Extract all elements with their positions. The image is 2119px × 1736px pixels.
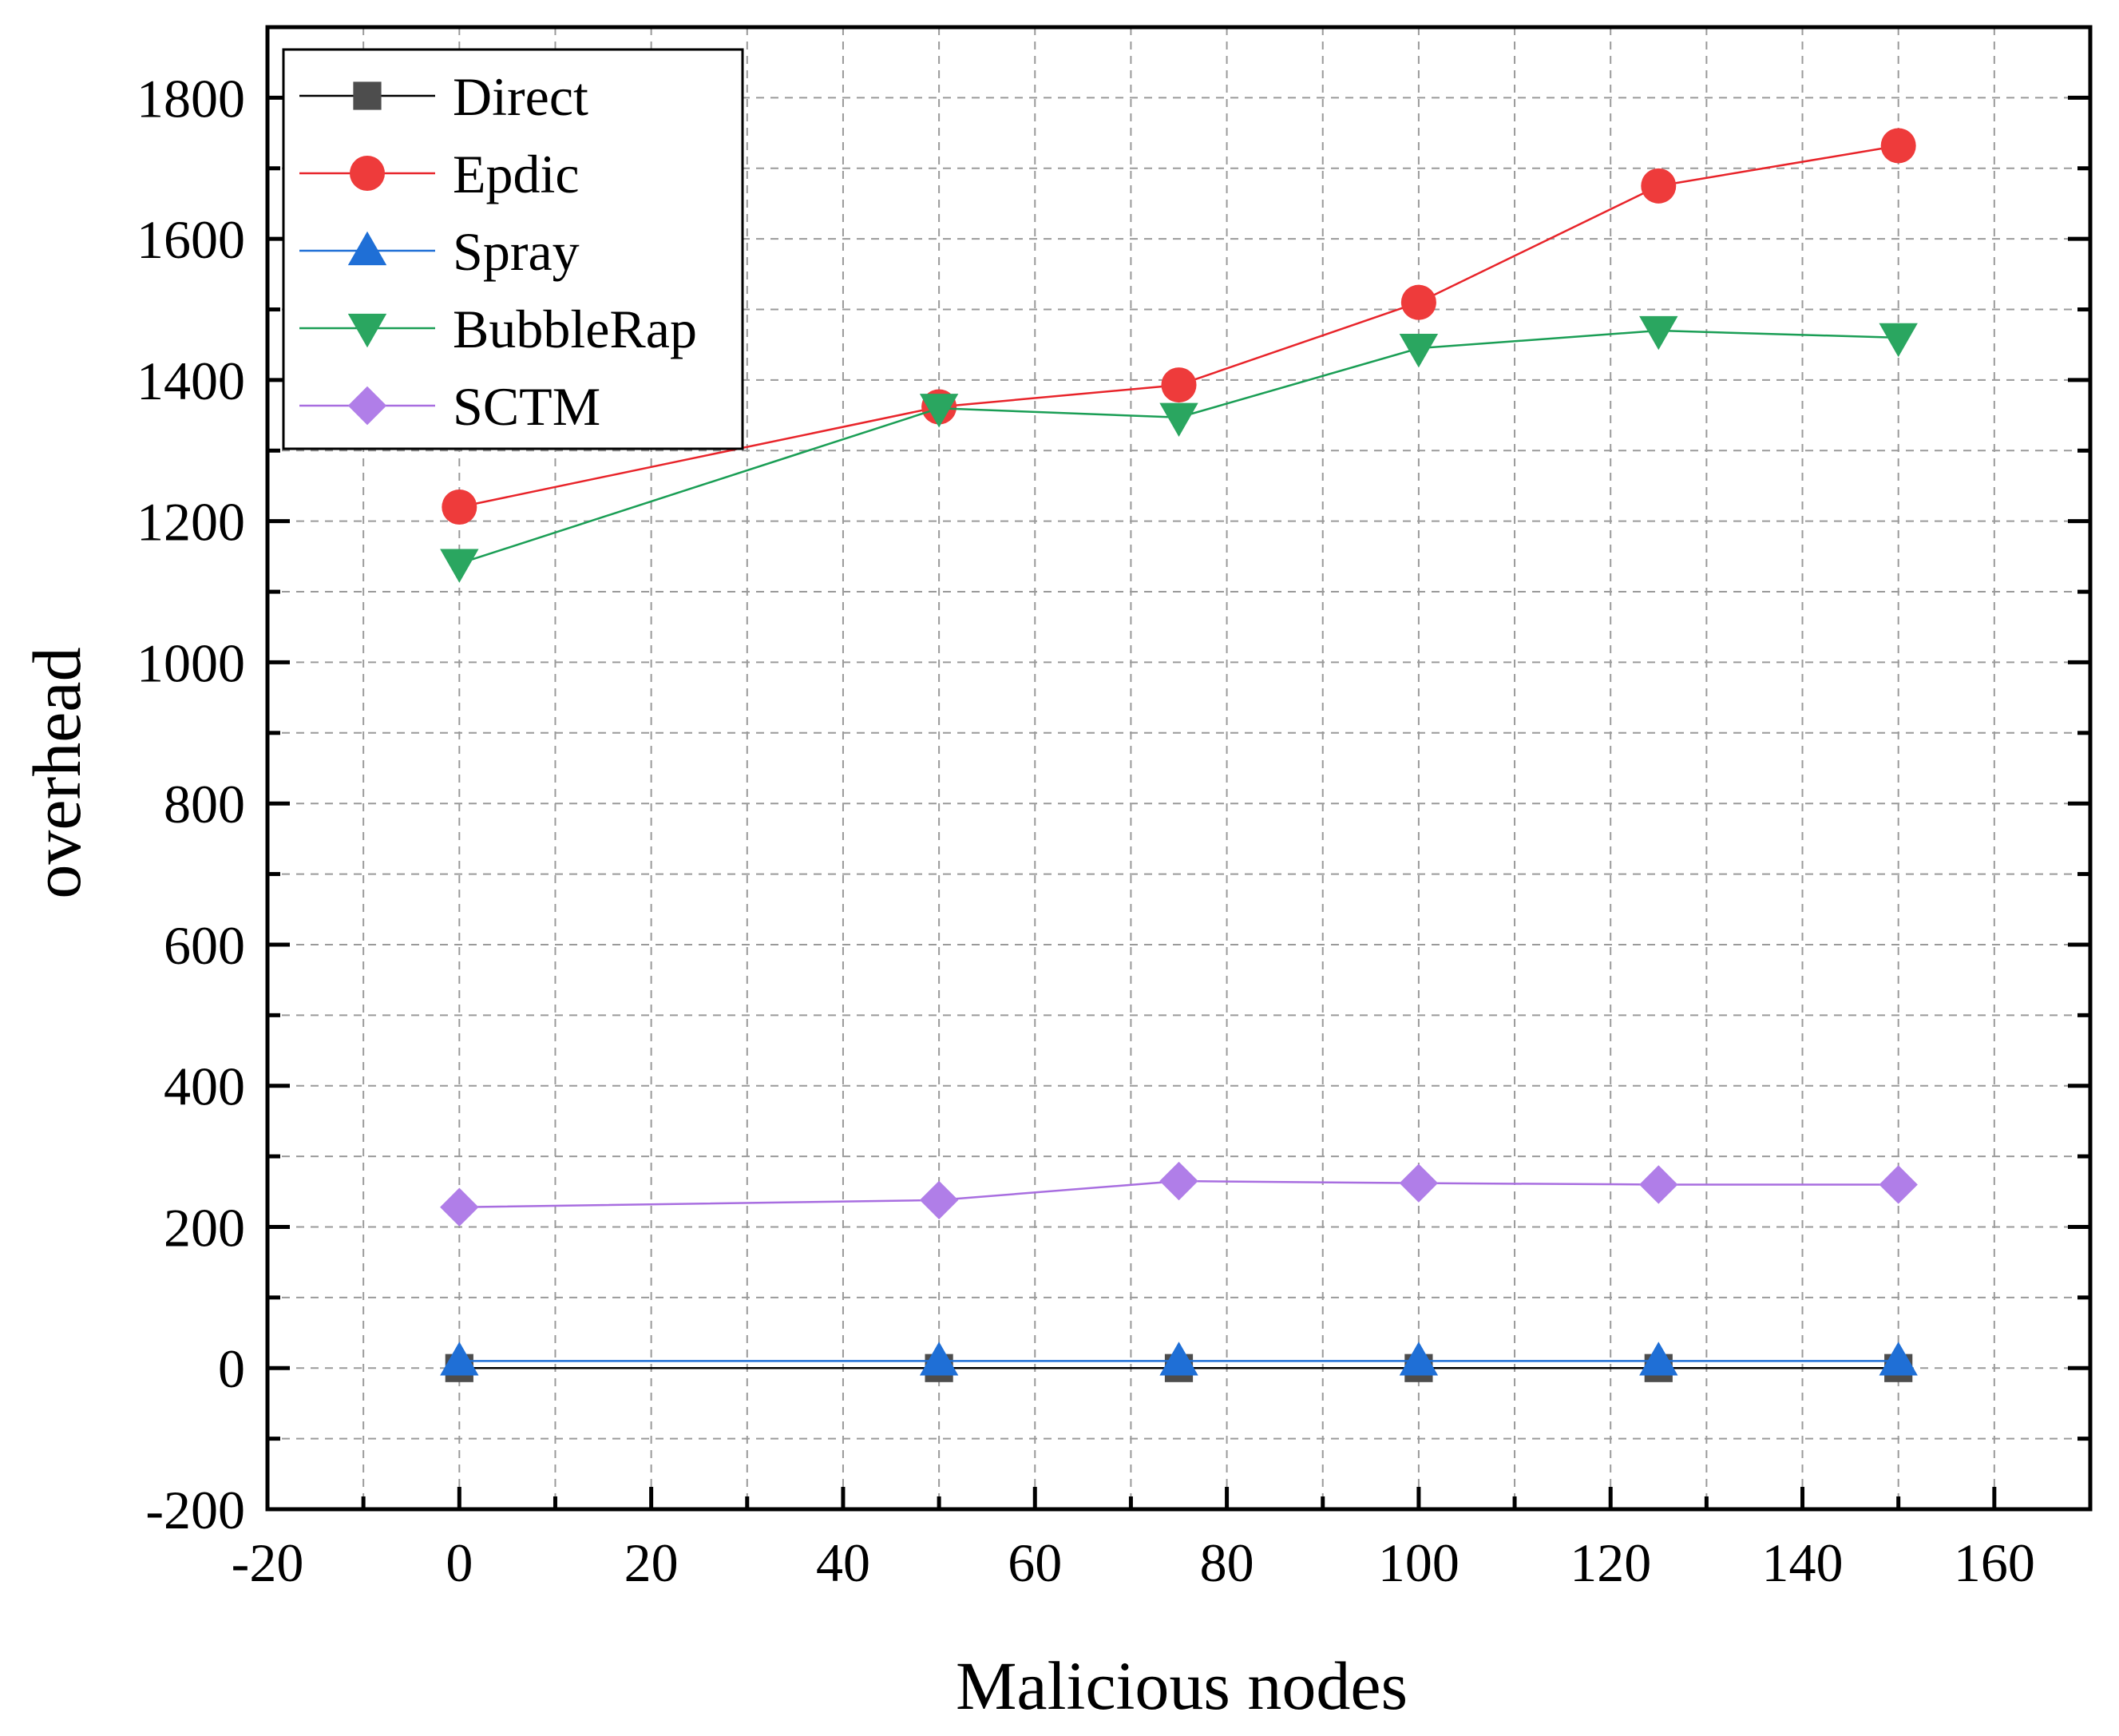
- data-point: [1399, 1163, 1439, 1203]
- data-point: [1641, 168, 1677, 204]
- y-tick-label: 400: [164, 1056, 245, 1117]
- y-tick-label: 1600: [137, 209, 245, 270]
- legend-label: Epdic: [453, 144, 580, 204]
- plot-frame: [265, 25, 2093, 1512]
- y-tick-label: 800: [164, 774, 245, 834]
- x-tick-label: 80: [1200, 1532, 1254, 1593]
- data-point: [1159, 1161, 1198, 1201]
- y-tick-label: 1200: [137, 492, 245, 553]
- data-point: [919, 1342, 959, 1376]
- data-point: [1639, 1165, 1678, 1204]
- legend-item-sctm: SCTM: [299, 376, 600, 437]
- series-sctm: [440, 1161, 1918, 1227]
- x-axis-label: Malicious nodes: [956, 1647, 1408, 1724]
- data-point: [1161, 367, 1197, 403]
- y-tick-label: 0: [218, 1338, 245, 1399]
- x-tick-label: 160: [1954, 1532, 2035, 1593]
- data-point: [1879, 323, 1918, 358]
- x-tick-label: 100: [1378, 1532, 1460, 1593]
- data-point: [919, 1180, 959, 1220]
- legend-label: SCTM: [453, 376, 600, 437]
- legend-item-bubblerap: BubbleRap: [299, 299, 697, 359]
- series-line: [459, 145, 1899, 509]
- legend-label: Direct: [453, 66, 588, 127]
- legend-marker: [347, 313, 387, 348]
- x-tick-label: 0: [446, 1532, 473, 1593]
- y-tick-label: 1800: [137, 68, 245, 129]
- x-tick-label: 20: [624, 1532, 679, 1593]
- y-tick-label: 1000: [137, 632, 245, 693]
- legend-label: Spray: [453, 221, 580, 282]
- data-point: [1879, 1342, 1918, 1376]
- data-point: [1879, 1165, 1918, 1204]
- legend-marker: [347, 386, 387, 426]
- legend-item-spray: Spray: [299, 221, 580, 282]
- x-tick-label: 140: [1762, 1532, 1844, 1593]
- x-tick-label: 120: [1570, 1532, 1651, 1593]
- legend-marker: [347, 231, 387, 266]
- data-point: [1159, 402, 1198, 437]
- y-tick-label: 1400: [137, 351, 245, 411]
- y-axis-label: overhead: [18, 647, 95, 898]
- legend-item-direct: Direct: [299, 66, 588, 127]
- data-point: [1639, 1342, 1678, 1376]
- y-tick-label: 600: [164, 915, 245, 976]
- x-tick-label: -20: [232, 1532, 304, 1593]
- data-point: [1399, 333, 1439, 368]
- series-spray: [440, 1342, 1918, 1376]
- data-point: [1399, 1342, 1439, 1376]
- y-tick-label: 200: [164, 1197, 245, 1258]
- y-tick-label: -200: [145, 1480, 245, 1540]
- series-line: [459, 1179, 1899, 1208]
- x-tick-label: 40: [816, 1532, 870, 1593]
- data-point: [442, 489, 477, 525]
- data-point: [1880, 128, 1916, 164]
- legend-item-epdic: Epdic: [299, 144, 580, 204]
- axis-ticks: -20 0 20 40 60 80 100 120 140 160-200020040060080…: [137, 25, 2093, 1593]
- x-tick-label: 60: [1008, 1532, 1062, 1593]
- data-point: [1400, 284, 1436, 320]
- data-point: [919, 394, 959, 428]
- legend-marker: [350, 156, 385, 191]
- legend-marker: [353, 81, 382, 110]
- data-point: [1639, 315, 1678, 351]
- data-point: [440, 1187, 479, 1227]
- legend: Direct Epdic Spray BubbleRap SCTM: [282, 48, 744, 450]
- data-point: [440, 1342, 479, 1376]
- series-layer: [440, 128, 1918, 1382]
- data-point: [440, 549, 479, 583]
- series-bubblerap: [440, 315, 1918, 583]
- legend-label: BubbleRap: [453, 299, 697, 359]
- series-line: [458, 329, 1899, 565]
- data-point: [1159, 1342, 1198, 1376]
